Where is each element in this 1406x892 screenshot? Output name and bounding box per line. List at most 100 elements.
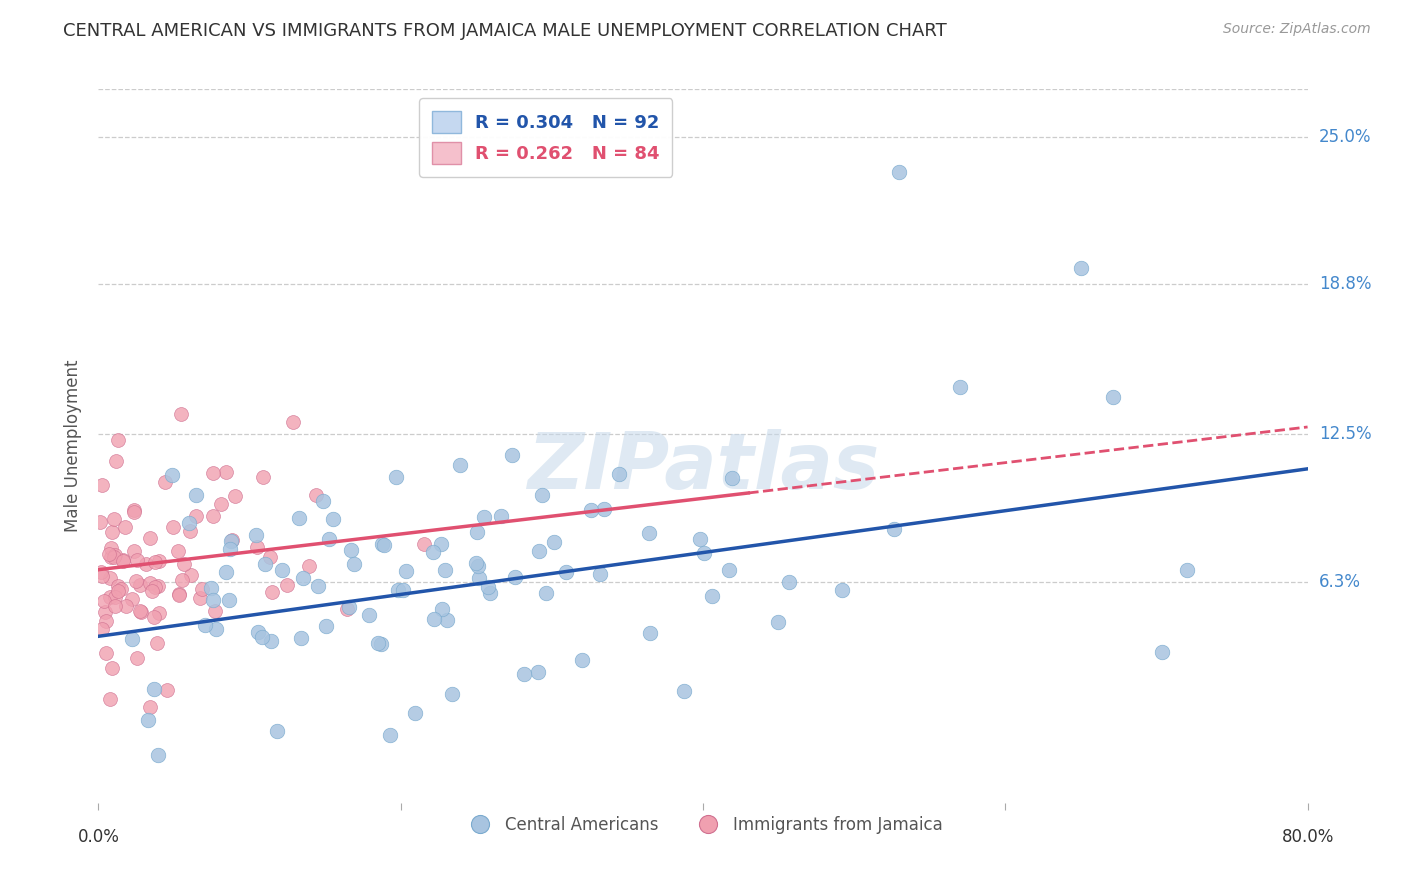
Point <box>148 607 170 621</box>
Point <box>260 634 283 648</box>
Point <box>503 570 526 584</box>
Point <box>465 556 488 570</box>
Point <box>433 563 456 577</box>
Point <box>125 553 148 567</box>
Point <box>429 537 451 551</box>
Point <box>103 512 125 526</box>
Point <box>90 568 112 582</box>
Text: Source: ZipAtlas.com: Source: ZipAtlas.com <box>1223 22 1371 37</box>
Point <box>101 525 124 540</box>
Point <box>298 559 321 574</box>
Point <box>162 520 184 534</box>
Point <box>262 584 284 599</box>
Point <box>304 488 326 502</box>
Point <box>513 667 536 681</box>
Point <box>378 728 401 742</box>
Point <box>100 661 122 675</box>
Point <box>107 433 129 447</box>
Point <box>367 636 389 650</box>
Point <box>107 579 129 593</box>
Point <box>167 544 190 558</box>
Point <box>252 470 274 484</box>
Point <box>246 540 269 554</box>
Point <box>534 586 557 600</box>
Point <box>153 475 176 489</box>
Point <box>180 567 202 582</box>
Point <box>94 605 117 619</box>
Point <box>387 583 409 598</box>
Point <box>169 588 191 602</box>
Point <box>370 536 392 550</box>
Point <box>318 533 340 547</box>
Point <box>449 458 471 473</box>
Point <box>291 570 314 584</box>
Point <box>472 510 495 524</box>
Point <box>468 571 491 585</box>
Point <box>90 565 112 579</box>
Point <box>104 599 127 613</box>
Point <box>205 622 228 636</box>
Point <box>337 600 360 615</box>
Point <box>105 453 128 467</box>
Point <box>720 470 742 484</box>
Point <box>104 549 127 563</box>
Point <box>394 564 416 578</box>
Text: 80.0%: 80.0% <box>1281 828 1334 846</box>
Point <box>315 618 337 632</box>
Point <box>201 467 224 481</box>
Point <box>169 407 191 421</box>
Point <box>125 574 148 589</box>
Point <box>527 665 550 679</box>
Point <box>778 574 800 589</box>
Point <box>266 723 288 738</box>
Point <box>94 614 117 628</box>
Point <box>224 489 246 503</box>
Point <box>124 503 146 517</box>
Point <box>142 610 165 624</box>
Point <box>100 541 122 555</box>
Point <box>436 613 458 627</box>
Point <box>593 502 616 516</box>
Point <box>276 578 298 592</box>
Point <box>188 591 211 606</box>
Point <box>404 706 426 720</box>
Point <box>384 470 406 484</box>
Point <box>1102 391 1125 405</box>
Point <box>672 684 695 698</box>
Text: 12.5%: 12.5% <box>1319 425 1371 443</box>
Point <box>141 584 163 599</box>
Point <box>148 554 170 568</box>
Point <box>202 593 225 607</box>
Point <box>430 602 453 616</box>
Point <box>103 549 125 564</box>
Point <box>90 477 112 491</box>
Point <box>215 565 238 579</box>
Point <box>121 632 143 646</box>
Point <box>221 533 243 547</box>
Point <box>98 590 121 604</box>
Point <box>702 589 724 603</box>
Point <box>357 607 380 622</box>
Point <box>530 488 553 502</box>
Point <box>93 593 115 607</box>
Point <box>209 498 232 512</box>
Point <box>259 550 281 565</box>
Point <box>370 637 392 651</box>
Point <box>110 582 132 596</box>
Point <box>131 605 153 619</box>
Point <box>94 646 117 660</box>
Point <box>340 543 363 558</box>
Point <box>949 379 972 393</box>
Point <box>146 748 169 763</box>
Text: CENTRAL AMERICAN VS IMMIGRANTS FROM JAMAICA MALE UNEMPLOYMENT CORRELATION CHART: CENTRAL AMERICAN VS IMMIGRANTS FROM JAMA… <box>63 22 948 40</box>
Point <box>114 599 136 614</box>
Point <box>129 578 152 592</box>
Point <box>218 592 240 607</box>
Point <box>179 524 201 539</box>
Point <box>100 571 122 585</box>
Point <box>90 622 112 636</box>
Point <box>336 602 359 616</box>
Point <box>219 534 242 549</box>
Point <box>322 512 344 526</box>
Point <box>215 465 238 479</box>
